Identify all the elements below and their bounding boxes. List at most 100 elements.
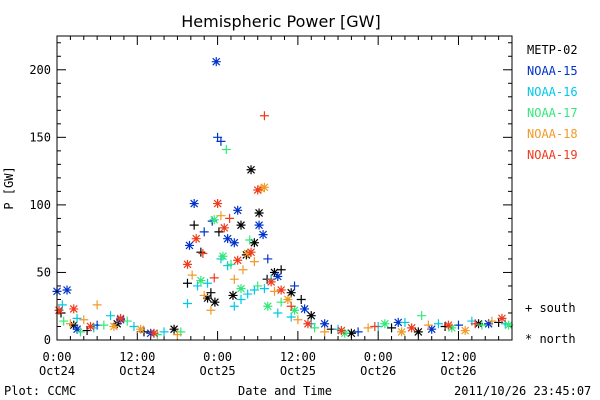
- data-point-south: [236, 294, 246, 304]
- data-point-north: [300, 304, 310, 314]
- data-point-north: [246, 165, 256, 175]
- x-tick-time: 0:00: [203, 350, 232, 364]
- data-point-south: [276, 265, 286, 275]
- data-point-north: [219, 223, 229, 233]
- y-axis-ticks: 0 50 100 150 200: [29, 42, 512, 347]
- legend-entry: METP-02: [527, 43, 578, 57]
- data-point-north: [136, 324, 146, 334]
- data-point-south: [159, 327, 169, 337]
- data-point-north: [484, 319, 494, 329]
- data-point-south: [206, 288, 216, 298]
- data-point-south: [296, 294, 306, 304]
- data-point-north: [258, 230, 268, 240]
- data-point-south: [276, 297, 286, 307]
- data-point-north: [149, 328, 159, 338]
- data-point-south: [470, 319, 480, 329]
- data-point-north: [191, 234, 201, 244]
- legend-south-marker: + south: [525, 301, 576, 315]
- data-point-north: [116, 313, 126, 323]
- data-point-south: [310, 323, 320, 333]
- data-point-north: [393, 317, 403, 327]
- data-point-north: [213, 199, 223, 209]
- data-point-south: [293, 315, 303, 325]
- data-point-north: [276, 285, 286, 295]
- data-point-north: [243, 249, 253, 259]
- data-point-south: [417, 311, 427, 321]
- data-point-south: [238, 265, 248, 275]
- data-point-north: [303, 319, 313, 329]
- data-point-south: [129, 321, 139, 331]
- data-point-south: [199, 290, 209, 300]
- data-point-south: [290, 281, 300, 291]
- data-point-north: [254, 220, 264, 230]
- data-point-south: [269, 286, 279, 296]
- data-point-south: [286, 301, 296, 311]
- data-point-south: [72, 313, 82, 323]
- data-point-south: [214, 227, 224, 237]
- data-point-north: [306, 311, 316, 321]
- data-point-south: [245, 235, 255, 245]
- data-point-north: [254, 208, 264, 218]
- data-point-south: [221, 144, 231, 154]
- data-points: [52, 57, 514, 340]
- x-tick-time: 0:00: [364, 350, 393, 364]
- data-point-south: [182, 299, 192, 309]
- data-point-south: [193, 281, 203, 291]
- data-point-north: [269, 267, 279, 277]
- data-point-south: [353, 327, 363, 337]
- x-tick-time: 12:00: [440, 350, 476, 364]
- data-point-south: [320, 327, 330, 337]
- data-point-north: [380, 319, 390, 329]
- data-point-south: [226, 259, 236, 269]
- data-point-south: [263, 254, 273, 264]
- data-point-south: [198, 249, 208, 259]
- data-point-south: [122, 316, 132, 326]
- data-point-north: [266, 277, 276, 287]
- data-point-north: [320, 319, 330, 329]
- data-point-north: [286, 288, 296, 298]
- data-point-north: [233, 255, 243, 265]
- data-point-south: [59, 316, 69, 326]
- data-point-north: [228, 290, 238, 300]
- legend-entry: NOAA-16: [527, 85, 578, 99]
- data-point-north: [218, 251, 228, 261]
- data-point-south: [75, 327, 85, 337]
- data-point-north: [259, 182, 269, 192]
- data-point-north: [236, 284, 246, 294]
- data-point-north: [413, 327, 423, 337]
- legend-entry: NOAA-18: [527, 127, 578, 141]
- data-point-south: [259, 111, 269, 121]
- data-point-north: [249, 238, 259, 248]
- data-point-north: [253, 185, 263, 195]
- data-point-south: [286, 312, 296, 322]
- data-point-north: [336, 326, 346, 336]
- x-tick-date: Oct24: [39, 364, 75, 378]
- data-point-south: [189, 220, 199, 230]
- y-tick-label: 200: [29, 63, 51, 77]
- x-tick-date: Oct25: [280, 364, 316, 378]
- plot-frame: [56, 35, 513, 341]
- data-point-north: [504, 320, 514, 330]
- data-point-north: [182, 259, 192, 269]
- data-point-south: [387, 323, 397, 333]
- data-point-north: [189, 199, 199, 209]
- x-tick-date: Oct24: [119, 364, 155, 378]
- x-axis-label: Date and Time: [238, 384, 332, 398]
- data-point-south: [433, 319, 443, 329]
- y-tick-label: 150: [29, 130, 51, 144]
- data-point-south: [209, 273, 219, 283]
- legend-entry: NOAA-19: [527, 148, 578, 162]
- data-point-south: [196, 247, 206, 257]
- series-legend: METP-02 NOAA-15 NOAA-16 NOAA-17 NOAA-18 NOAA-…: [527, 43, 578, 162]
- data-point-south: [65, 319, 75, 329]
- data-point-south: [229, 274, 239, 284]
- x-tick-time: 0:00: [43, 350, 72, 364]
- y-tick-label: 0: [44, 333, 51, 347]
- data-point-south: [57, 300, 67, 310]
- data-point-north: [69, 304, 79, 314]
- chart-title: Hemispheric Power [GW]: [181, 12, 380, 31]
- legend-entry: NOAA-15: [527, 64, 578, 78]
- x-axis-ticks: 0:00Oct2412:00Oct240:00Oct2512:00Oct250:…: [39, 36, 500, 378]
- data-point-south: [79, 315, 89, 325]
- data-point-north: [246, 247, 256, 257]
